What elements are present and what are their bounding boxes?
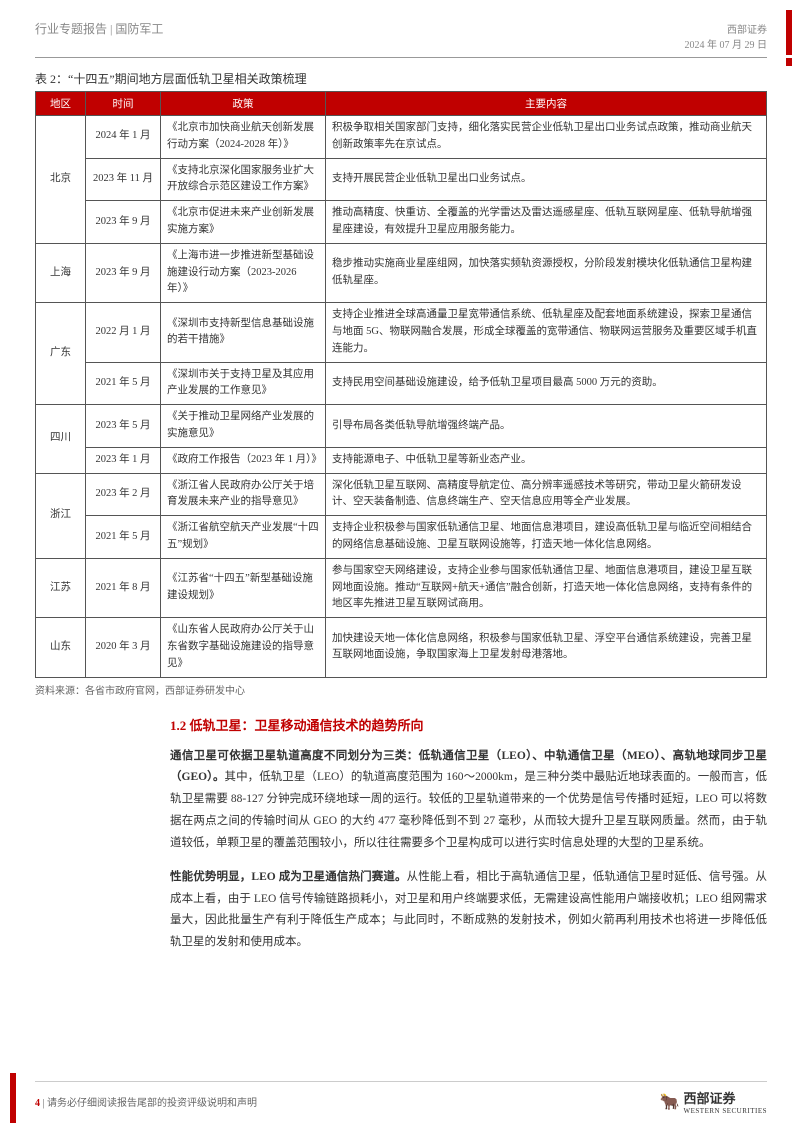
cell-policy: 《江苏省“十四五”新型基础设施建设规划》 [161, 558, 326, 617]
cell-policy: 《政府工作报告（2023 年 1 月）》 [161, 447, 326, 473]
cell-region: 浙江 [36, 473, 86, 558]
footer-logo: 🐂 西部证券 WESTERN SECURITIES [660, 1088, 767, 1115]
cell-policy: 《山东省人民政府办公厅关于山东省数字基础设施建设的指导意见》 [161, 618, 326, 677]
cell-content: 推动高精度、快重访、全覆盖的光学雷达及雷达遥感星座、低轨互联网星座、低轨导航增强… [326, 201, 767, 244]
logo-icon: 🐂 [660, 1092, 680, 1112]
table-row: 广东2022 月 1 月《深圳市支持新型信息基础设施的若干措施》支持企业推进全球… [36, 303, 767, 362]
accent-bar-bottom [10, 1073, 16, 1123]
section-heading: 1.2 低轨卫星：卫星移动通信技术的趋势所向 [170, 715, 767, 734]
logo-text: 西部证券 [684, 1088, 767, 1107]
cell-region: 上海 [36, 243, 86, 302]
table-row: 2021 年 5 月《深圳市关于支持卫星及其应用产业发展的工作意见》支持民用空间… [36, 362, 767, 405]
para1-rest: 其中，低轨卫星（LEO）的轨道高度范围为 160～2000km，是三种分类中最贴… [170, 771, 767, 849]
cell-content: 支持民用空间基础设施建设，给予低轨卫星项目最高 5000 万元的资助。 [326, 362, 767, 405]
footer-disclaimer: | 请务必仔细阅读报告尾部的投资评级说明和声明 [43, 1098, 258, 1109]
cell-content: 支持企业推进全球高通量卫星宽带通信系统、低轨星座及配套地面系统建设，探索卫星通信… [326, 303, 767, 362]
cell-time: 2021 年 5 月 [86, 516, 161, 559]
table-row: 浙江2023 年 2 月《浙江省人民政府办公厅关于培育发展未来产业的指导意见》深… [36, 473, 767, 516]
body-paragraph-2: 性能优势明显，LEO 成为卫星通信热门赛道。从性能上看，相比于高轨通信卫星，低轨… [170, 867, 767, 954]
header-date: 2024 年 07 月 29 日 [685, 36, 768, 51]
col-time: 时间 [86, 92, 161, 116]
logo-sub: WESTERN SECURITIES [684, 1107, 767, 1115]
accent-bar-top [786, 10, 792, 55]
cell-time: 2023 年 11 月 [86, 158, 161, 201]
page-header: 行业专题报告 | 国防军工 西部证券 2024 年 07 月 29 日 [35, 20, 767, 58]
page-footer: 4 | 请务必仔细阅读报告尾部的投资评级说明和声明 🐂 西部证券 WESTERN… [35, 1081, 767, 1115]
table-row: 2023 年 1 月《政府工作报告（2023 年 1 月）》支持能源电子、中低轨… [36, 447, 767, 473]
table-row: 2023 年 9 月《北京市促进未来产业创新发展实施方案》推动高精度、快重访、全… [36, 201, 767, 244]
cell-region: 江苏 [36, 558, 86, 617]
cell-time: 2023 年 9 月 [86, 243, 161, 302]
cell-content: 支持开展民营企业低轨卫星出口业务试点。 [326, 158, 767, 201]
cell-policy: 《浙江省航空航天产业发展“十四五”规划》 [161, 516, 326, 559]
cell-region: 广东 [36, 303, 86, 405]
cell-time: 2024 年 1 月 [86, 116, 161, 159]
header-left: 行业专题报告 | 国防军工 [35, 20, 163, 37]
cell-region: 四川 [36, 405, 86, 473]
cell-time: 2022 月 1 月 [86, 303, 161, 362]
cell-time: 2023 年 9 月 [86, 201, 161, 244]
col-policy: 政策 [161, 92, 326, 116]
footer-left: 4 | 请务必仔细阅读报告尾部的投资评级说明和声明 [35, 1094, 257, 1109]
cell-time: 2023 年 2 月 [86, 473, 161, 516]
table-row: 北京2024 年 1 月《北京市加快商业航天创新发展行动方案（2024-2028… [36, 116, 767, 159]
cell-content: 支持能源电子、中低轨卫星等新业态产业。 [326, 447, 767, 473]
cell-time: 2020 年 3 月 [86, 618, 161, 677]
policy-table: 地区 时间 政策 主要内容 北京2024 年 1 月《北京市加快商业航天创新发展… [35, 91, 767, 678]
cell-content: 引导布局各类低轨导航增强终端产品。 [326, 405, 767, 448]
accent-bar-top-short [786, 58, 792, 66]
table-source: 资料来源：各省市政府官网，西部证券研发中心 [35, 682, 767, 697]
cell-time: 2023 年 5 月 [86, 405, 161, 448]
body-paragraph-1: 通信卫星可依据卫星轨道高度不同划分为三类：低轨通信卫星（LEO）、中轨通信卫星（… [170, 746, 767, 855]
cell-content: 积极争取相关国家部门支持，细化落实民营企业低轨卫星出口业务试点政策，推动商业航天… [326, 116, 767, 159]
cell-time: 2023 年 1 月 [86, 447, 161, 473]
cell-policy: 《北京市加快商业航天创新发展行动方案（2024-2028 年）》 [161, 116, 326, 159]
cell-policy: 《深圳市关于支持卫星及其应用产业发展的工作意见》 [161, 362, 326, 405]
header-source: 西部证券 [685, 21, 768, 36]
col-region: 地区 [36, 92, 86, 116]
cell-content: 参与国家空天网络建设，支持企业参与国家低轨通信卫星、地面信息港项目，建设卫星互联… [326, 558, 767, 617]
cell-policy: 《支持北京深化国家服务业扩大开放综合示范区建设工作方案》 [161, 158, 326, 201]
cell-time: 2021 年 5 月 [86, 362, 161, 405]
header-right: 西部证券 2024 年 07 月 29 日 [685, 21, 768, 51]
cell-content: 支持企业积极参与国家低轨通信卫星、地面信息港项目，建设高低轨卫星与临近空间相结合… [326, 516, 767, 559]
table-row: 上海2023 年 9 月《上海市进一步推进新型基础设施建设行动方案（2023-2… [36, 243, 767, 302]
cell-time: 2021 年 8 月 [86, 558, 161, 617]
cell-content: 加快建设天地一体化信息网络，积极参与国家低轨卫星、浮空平台通信系统建设，完善卫星… [326, 618, 767, 677]
table-title: 表 2：“十四五”期间地方层面低轨卫星相关政策梳理 [35, 70, 767, 87]
cell-policy: 《关于推动卫星网络产业发展的实施意见》 [161, 405, 326, 448]
cell-policy: 《深圳市支持新型信息基础设施的若干措施》 [161, 303, 326, 362]
cell-content: 稳步推动实施商业星座组网，加快落实频轨资源授权，分阶段发射模块化低轨通信卫星构建… [326, 243, 767, 302]
page-number: 4 [35, 1098, 40, 1109]
table-row: 山东2020 年 3 月《山东省人民政府办公厅关于山东省数字基础设施建设的指导意… [36, 618, 767, 677]
cell-policy: 《上海市进一步推进新型基础设施建设行动方案（2023-2026 年）》 [161, 243, 326, 302]
table-body: 北京2024 年 1 月《北京市加快商业航天创新发展行动方案（2024-2028… [36, 116, 767, 678]
cell-region: 北京 [36, 116, 86, 244]
cell-content: 深化低轨卫星互联网、高精度导航定位、高分辨率遥感技术等研究，带动卫星火箭研发设计… [326, 473, 767, 516]
cell-policy: 《浙江省人民政府办公厅关于培育发展未来产业的指导意见》 [161, 473, 326, 516]
table-row: 2023 年 11 月《支持北京深化国家服务业扩大开放综合示范区建设工作方案》支… [36, 158, 767, 201]
cell-policy: 《北京市促进未来产业创新发展实施方案》 [161, 201, 326, 244]
table-row: 四川2023 年 5 月《关于推动卫星网络产业发展的实施意见》引导布局各类低轨导… [36, 405, 767, 448]
table-header-row: 地区 时间 政策 主要内容 [36, 92, 767, 116]
col-content: 主要内容 [326, 92, 767, 116]
table-row: 江苏2021 年 8 月《江苏省“十四五”新型基础设施建设规划》参与国家空天网络… [36, 558, 767, 617]
cell-region: 山东 [36, 618, 86, 677]
table-row: 2021 年 5 月《浙江省航空航天产业发展“十四五”规划》支持企业积极参与国家… [36, 516, 767, 559]
para2-bold: 性能优势明显，LEO 成为卫星通信热门赛道。 [170, 871, 407, 883]
